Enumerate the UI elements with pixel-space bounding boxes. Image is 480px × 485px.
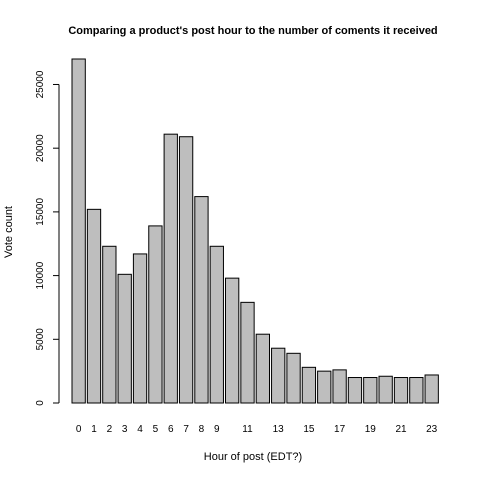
bar-hour-8: [194, 196, 209, 404]
x-tick-label: 2: [107, 424, 113, 435]
y-axis-title: Vote count: [3, 206, 15, 258]
bar-hour-23: [424, 374, 439, 404]
bar-hour-15: [301, 366, 317, 404]
x-tick-label: 8: [199, 424, 205, 435]
bar-hour-7: [178, 136, 194, 404]
y-axis: 0 5000 10000 15000 20000 25000: [35, 70, 60, 406]
x-tick-label: 13: [273, 424, 285, 435]
y-tick-label: 20000: [35, 134, 46, 162]
x-tick-label: 0: [76, 424, 82, 435]
bar-hour-3: [117, 273, 132, 404]
x-tick-label: 23: [426, 424, 438, 435]
x-tick-label: 15: [303, 424, 315, 435]
y-tick-label: 5000: [35, 328, 46, 351]
y-tick-label: 0: [35, 400, 46, 406]
bar-hour-22: [409, 377, 424, 404]
x-tick-label: 19: [365, 424, 377, 435]
chart-title: Comparing a product's post hour to the n…: [68, 25, 437, 37]
x-tick-label: 7: [183, 424, 189, 435]
x-axis-title: Hour of post (EDT?): [204, 451, 302, 463]
y-tick-label: 10000: [35, 261, 46, 289]
bar-hour-2: [102, 245, 117, 404]
bar-hour-21: [393, 377, 409, 404]
x-tick-label: 4: [137, 424, 143, 435]
bar-hour-12: [255, 333, 271, 404]
bar-hour-11: [240, 301, 255, 404]
x-tick-label: 17: [334, 424, 346, 435]
bar-hour-9: [209, 245, 224, 404]
x-tick-label: 1: [91, 424, 97, 435]
x-tick-label: 9: [214, 424, 220, 435]
bar-hour-5: [148, 225, 163, 404]
bar-hour-17: [332, 369, 347, 404]
bar-hour-4: [132, 253, 148, 404]
bar-hour-16: [317, 370, 332, 404]
y-tick-label: 15000: [35, 198, 46, 226]
bar-hour-14: [286, 352, 301, 404]
x-axis-tick-labels: 0 1 2 3 4 5 6 7 8 9 11 13 15 17 19 21 23: [76, 424, 438, 435]
bar-hour-13: [271, 347, 286, 404]
bar-hour-0: [71, 58, 86, 404]
x-tick-label: 6: [168, 424, 174, 435]
bar-hour-19: [363, 377, 378, 404]
bar-hour-1: [86, 208, 102, 404]
y-tick-label: 25000: [35, 70, 46, 98]
bar-hour-10: [225, 277, 240, 404]
x-tick-label: 11: [242, 424, 253, 435]
x-tick-label: 3: [122, 424, 128, 435]
x-tick-label: 21: [395, 424, 407, 435]
bar-hour-18: [347, 377, 363, 404]
x-tick-label: 5: [153, 424, 159, 435]
bars: [71, 58, 439, 404]
bar-hour-6: [163, 133, 178, 404]
bar-hour-20: [378, 375, 393, 404]
